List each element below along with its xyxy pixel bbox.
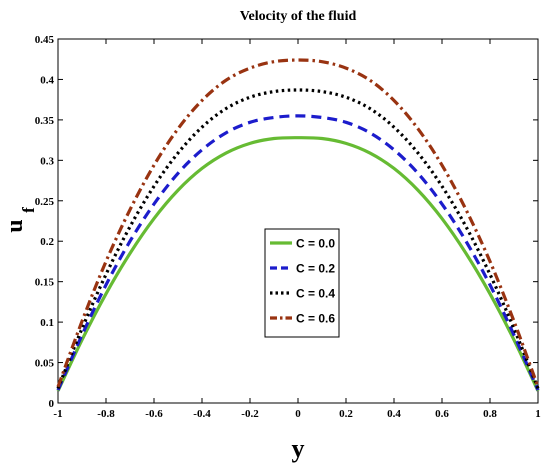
y-axis-label-main: u [2, 219, 28, 232]
series-line-1 [56, 114, 540, 391]
x-tick-label: 0.6 [435, 408, 449, 420]
plot-frame [57, 38, 539, 404]
x-tick-label: -1 [53, 408, 62, 420]
x-axis-label: y [292, 434, 305, 463]
x-tick-label: -0.2 [241, 408, 259, 420]
legend-box [264, 228, 340, 338]
y-tick-label: 0.3 [40, 155, 54, 167]
series-layer [56, 58, 540, 392]
x-tick-label: -0.4 [193, 408, 211, 420]
legend-label-1: C = 0.2 [296, 262, 335, 276]
y-tick-label: 0 [49, 398, 55, 410]
y-tick-label: 0.2 [40, 236, 54, 248]
legend: C = 0.0 C = 0.2 C = 0.4 C = 0.6 [264, 228, 340, 338]
ticks-layer: -1 -0.8 -0.6 -0.4 -0.2 0 0.2 0.4 0.6 0.8 1 0 0.05 0.1… [35, 34, 541, 420]
legend-label-3: C = 0.6 [296, 312, 335, 326]
y-tick-label: 0.35 [35, 115, 55, 127]
x-tick-label: 0 [295, 408, 301, 420]
x-tick-label: 0.4 [387, 408, 401, 420]
y-tick-label: 0.1 [40, 317, 54, 329]
x-tick-label: 0.2 [339, 408, 353, 420]
y-tick-label: 0.4 [40, 74, 54, 86]
series-line-3 [56, 58, 540, 388]
y-axis-label-sub: f [19, 207, 38, 213]
y-tick-label: 0.45 [35, 34, 55, 46]
series-line-0 [56, 136, 540, 392]
x-tick-label: -0.6 [145, 408, 163, 420]
legend-label-2: C = 0.4 [296, 287, 335, 301]
y-axis-label: u f [2, 207, 38, 233]
x-tick-label: -0.8 [97, 408, 115, 420]
chart-title: Velocity of the fluid [240, 9, 357, 24]
x-tick-label: 0.8 [483, 408, 497, 420]
y-tick-label: 0.15 [35, 277, 55, 289]
y-tick-label: 0.25 [35, 196, 55, 208]
legend-label-0: C = 0.0 [296, 237, 335, 251]
series-line-2 [56, 88, 540, 390]
x-tick-label: 1 [535, 408, 541, 420]
y-tick-label: 0.05 [35, 358, 55, 370]
